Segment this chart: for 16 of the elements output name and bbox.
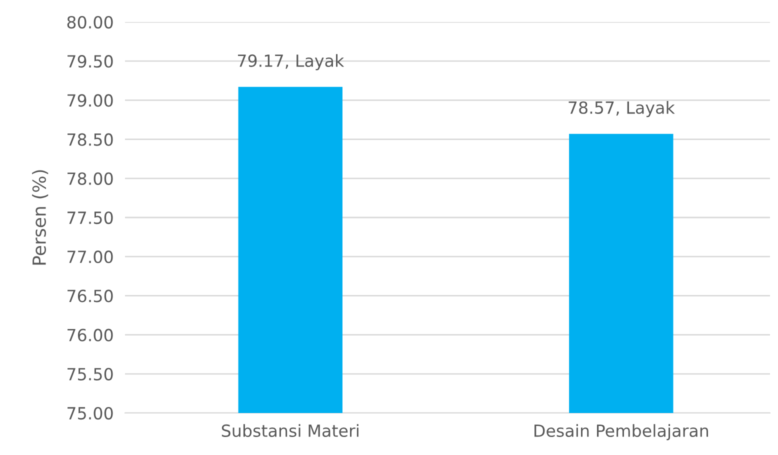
y-tick-label: 75.00 <box>68 406 113 420</box>
data-label: 79.17, Layak <box>238 54 344 70</box>
y-tick-label: 79.00 <box>68 94 113 107</box>
data-label: 78.57, Layak <box>568 101 675 118</box>
y-tick-label: 79.50 <box>68 55 113 68</box>
y-tick-label: 80.00 <box>67 16 113 29</box>
y-tick-label: 77.00 <box>68 250 113 264</box>
y-tick-label: 77.50 <box>68 211 113 224</box>
y-tick-label: 75.50 <box>68 368 113 380</box>
y-tick-label: 76.00 <box>68 328 113 342</box>
y-tick-label: 76.50 <box>68 290 113 302</box>
y-tick-label: 78.50 <box>68 133 113 146</box>
x-tick-label: Substansi Materi <box>222 424 358 438</box>
y-axis-title: Persen (%) <box>32 170 48 265</box>
y-tick-label: 78.00 <box>68 172 113 185</box>
x-tick-label: Desain Pembelajaran <box>534 424 708 440</box>
